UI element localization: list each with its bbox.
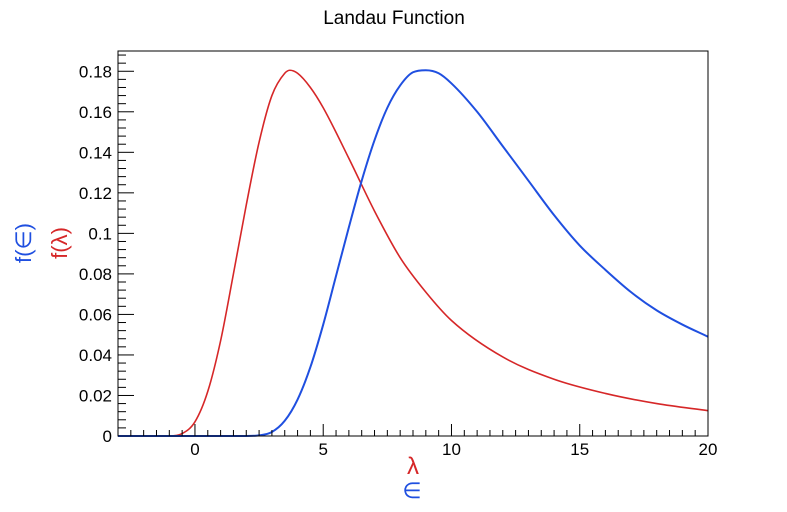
- series-line-2: [118, 69, 709, 438]
- y-tick-label: 0.1: [88, 224, 112, 243]
- y-tick-label: 0: [103, 427, 112, 446]
- x-tick-label: 20: [699, 440, 718, 459]
- plot-frame: [117, 50, 709, 437]
- y-tick-label: 0.06: [79, 305, 112, 324]
- y-tick-label: 0.18: [79, 62, 112, 81]
- y-tick-label: 0.12: [79, 184, 112, 203]
- y-axis-label-f-epsilon: f(∈): [11, 223, 36, 263]
- x-axis-label-epsilon: ∈: [402, 478, 421, 503]
- x-tick-label: 0: [190, 440, 199, 459]
- x-tick-label: 15: [570, 440, 589, 459]
- y-tick-label: 0.16: [79, 103, 112, 122]
- y-axis-label-f-lambda: f(λ): [47, 227, 72, 259]
- x-tick-label: 10: [442, 440, 461, 459]
- series-line-1: [118, 69, 709, 437]
- x-axis-ticks: [117, 424, 709, 436]
- y-tick-label: 0.02: [79, 386, 112, 405]
- x-axis-tick-labels: 0 5 10 15 20: [190, 440, 717, 459]
- curves: [118, 69, 709, 438]
- y-tick-label: 0.14: [79, 143, 112, 162]
- chart-title: Landau Function: [323, 8, 465, 29]
- y-tick-label: 0.08: [79, 265, 112, 284]
- y-tick-label: 0.04: [79, 346, 112, 365]
- x-tick-label: 5: [318, 440, 327, 459]
- y-axis-ticks: [118, 54, 134, 437]
- y-axis-tick-labels: 0 0.02 0.04 0.06 0.08 0.1 0.12 0.14 0.16 0.18: [79, 62, 112, 446]
- x-axis-label-lambda: λ: [407, 453, 419, 480]
